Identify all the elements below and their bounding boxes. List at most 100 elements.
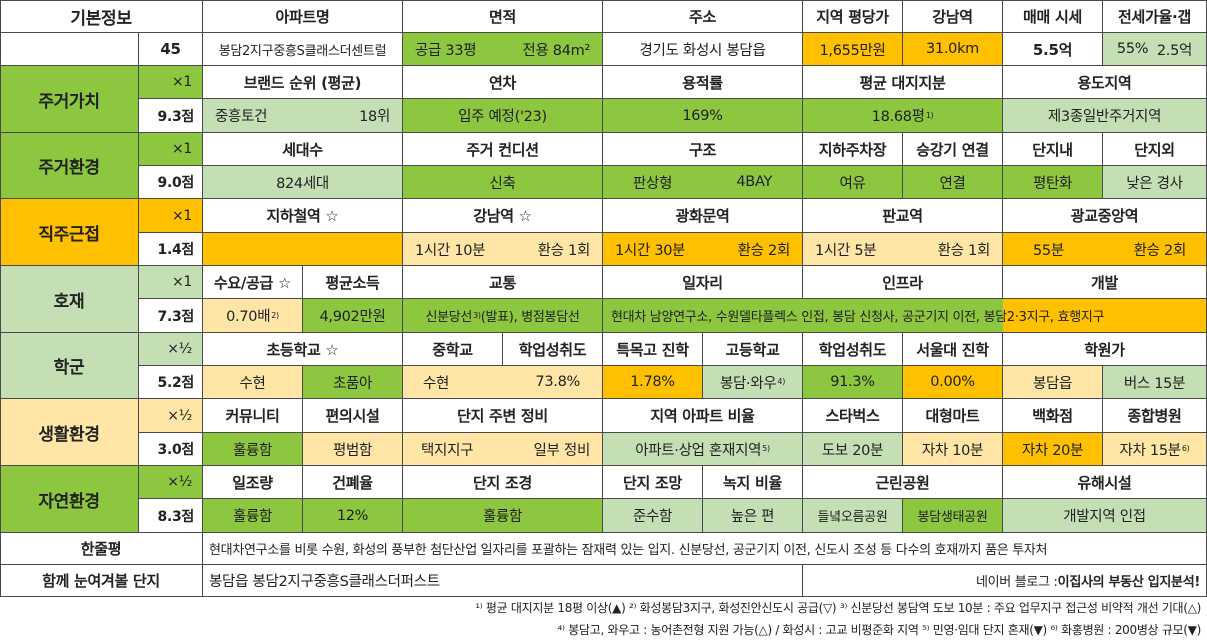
special-high-rate: 1.78% — [603, 366, 703, 399]
gwanghwamun-time: 1시간 30분 — [615, 242, 686, 259]
structure-type: 판상형 — [633, 175, 673, 192]
summary-label: 한줄평 — [0, 533, 203, 565]
school-header-1: 중학교 — [403, 333, 503, 366]
category-score: 5.2점 — [139, 366, 203, 399]
area-supply: 공급 33평 — [415, 42, 477, 59]
env-header-5: 단지내 — [1003, 133, 1103, 166]
elementary-type: 초품아 — [303, 366, 403, 399]
surround-level: 일부 정비 — [533, 442, 591, 459]
value-header-4: 용도지역 — [1003, 66, 1207, 99]
category-name: 주거가치 — [0, 66, 139, 133]
category-name: 자연환경 — [0, 466, 139, 533]
gwanggyo-commute: 55분 환승 2회 — [1003, 233, 1207, 266]
category-weight: ×½ — [139, 466, 203, 499]
basic-header-5: 매매 시세 — [1003, 0, 1103, 33]
transport-rest: (발표), 병점봉담선 — [480, 310, 580, 325]
value-header-3: 평균 대지지분 — [803, 66, 1003, 99]
gangnam-time: 1시간 10분 — [415, 242, 486, 259]
category-weight: ×1 — [139, 199, 203, 233]
basic-header-1: 면적 — [403, 0, 603, 33]
area-cell: 공급 33평 전용 84m² — [403, 33, 603, 66]
category-score: 9.0점 — [139, 166, 203, 199]
env-header-4: 승강기 연결 — [903, 133, 1003, 166]
nature-header-2: 단지 조경 — [403, 466, 603, 499]
nature-header-5: 근린공원 — [803, 466, 1003, 499]
pangyo-commute: 1시간 5분 환승 1회 — [803, 233, 1003, 266]
value-header-0: 브랜드 순위 (평균) — [203, 66, 403, 99]
living-header-7: 종합병원 — [1103, 399, 1207, 433]
develop-header-4: 인프라 — [803, 266, 1003, 299]
brand-cell: 중흥토건 18위 — [203, 99, 403, 133]
living-header-5: 대형마트 — [903, 399, 1003, 433]
surroundings-cell: 택지지구 일부 정비 — [403, 433, 603, 466]
elevator: 연결 — [903, 166, 1003, 199]
school-header-2: 학업성취도 — [503, 333, 603, 366]
living-header-6: 백화점 — [1003, 399, 1103, 433]
gap-value: 2.5억 — [1156, 42, 1193, 59]
academy-area: 봉담읍 — [1003, 366, 1103, 399]
commute-header-0: 지하철역 ☆ — [203, 199, 403, 233]
surround-type: 택지지구 — [421, 442, 474, 459]
blog-prefix: 네이버 블로그 : — [975, 575, 1058, 590]
develop-header-5: 개발 — [1003, 266, 1207, 299]
basic-number: 45 — [139, 33, 203, 66]
nature-header-0: 일조량 — [203, 466, 303, 499]
households: 824세대 — [203, 166, 403, 199]
category-weight: ×½ — [139, 333, 203, 366]
condition: 신축 — [403, 166, 603, 199]
gwanghwamun-transfer: 환승 2회 — [737, 242, 791, 259]
middle-school: 수현 — [423, 375, 450, 392]
park-2: 봉담생태공원 — [903, 499, 1003, 533]
elementary-name: 수현 — [203, 366, 303, 399]
brand-rank: 18위 — [359, 109, 390, 125]
jeonse-cell: 55% 2.5억 — [1103, 33, 1207, 66]
pangyo-transfer: 환승 1회 — [937, 242, 991, 259]
starbucks: 도보 20분 — [803, 433, 903, 466]
value-header-1: 연차 — [403, 66, 603, 99]
academy-bus: 버스 15분 — [1103, 366, 1207, 399]
commute-header-1: 강남역 ☆ — [403, 199, 603, 233]
average-income: 4,902만원 — [303, 299, 403, 333]
outside-terrain: 낮은 경사 — [1103, 166, 1207, 199]
subway-station-empty — [203, 233, 403, 266]
related-text: 봉담읍 봉담2지구중흥S클래스더퍼스트 — [203, 565, 803, 597]
hospital-cell: 자차 15분 6) — [1103, 433, 1207, 466]
basic-header-4: 강남역 — [903, 0, 1003, 33]
develop-header-3: 일자리 — [603, 266, 803, 299]
basic-header-0: 아파트명 — [203, 0, 403, 33]
green-ratio: 높은 편 — [703, 499, 803, 533]
nature-header-4: 녹지 비율 — [703, 466, 803, 499]
middle-cell: 수현 73.8% — [403, 366, 603, 399]
gwanggyo-time: 55분 — [1033, 242, 1064, 259]
supply-ratio-cell: 0.70배 2) — [203, 299, 303, 333]
nature-header-1: 건폐율 — [303, 466, 403, 499]
commute-header-3: 판교역 — [803, 199, 1003, 233]
env-header-6: 단지외 — [1103, 133, 1207, 166]
develop-header-2: 교통 — [403, 266, 603, 299]
department-store: 자차 20분 — [1003, 433, 1103, 466]
park-1: 들녘오름공원 — [803, 499, 903, 533]
jobs-infra-dev: 현대차 남양연구소, 수원델타플렉스 인접, 봉담 신청사, 공군기지 이전, … — [603, 299, 1207, 333]
commute-header-4: 광교중앙역 — [1003, 199, 1207, 233]
develop-header-0: 수요/공급 ☆ — [203, 266, 303, 299]
price-per-pyeong: 1,655만원 — [803, 33, 903, 66]
bay-type: 4BAY — [736, 174, 772, 190]
land-share: 18.68평 — [871, 109, 925, 125]
living-header-0: 커뮤니티 — [203, 399, 303, 433]
env-header-1: 주거 컨디션 — [403, 133, 603, 166]
gangnam-transfer: 환승 1회 — [537, 242, 591, 259]
category-name: 호재 — [0, 266, 139, 333]
nature-header-3: 단지 조망 — [603, 466, 703, 499]
apt-ratio-cell: 아파트·상업 혼재지역 5) — [603, 433, 803, 466]
snu-rate: 0.00% — [903, 366, 1003, 399]
living-header-2: 단지 주변 정비 — [403, 399, 603, 433]
living-header-3: 지역 아파트 비율 — [603, 399, 803, 433]
apt-ratio: 아파트·상업 혼재지역 — [635, 442, 762, 459]
gwanghwamun-commute: 1시간 30분 환승 2회 — [603, 233, 803, 266]
building-coverage: 12% — [303, 499, 403, 533]
gangnam-commute: 1시간 10분 환승 1회 — [403, 233, 603, 266]
building-age: 입주 예정('23) — [403, 99, 603, 133]
school-header-7: 학원가 — [1003, 333, 1207, 366]
category-name: 주거환경 — [0, 133, 139, 199]
category-weight: ×½ — [139, 399, 203, 433]
